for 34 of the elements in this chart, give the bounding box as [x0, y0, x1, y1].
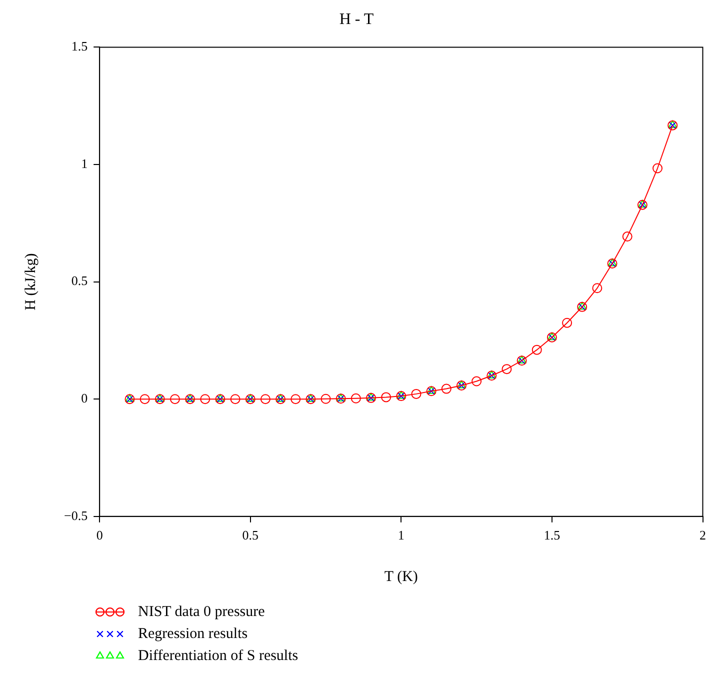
x-tick-label: 2	[700, 528, 706, 543]
legend-label: NIST data 0 pressure	[138, 604, 266, 620]
y-tick-label: 1.5	[71, 38, 88, 54]
legend-label: Differentiation of S results	[138, 648, 298, 664]
legend-label: Regression results	[138, 626, 248, 642]
point	[350, 393, 361, 404]
point	[562, 318, 572, 328]
point	[502, 364, 512, 374]
point	[230, 394, 240, 404]
point	[260, 394, 270, 404]
point	[592, 283, 602, 294]
point	[441, 384, 452, 394]
point	[140, 394, 150, 404]
y-tick-label: 0	[81, 390, 88, 406]
y-tick-label: 0.5	[71, 273, 88, 288]
x-axis-title: T (K)	[384, 568, 418, 585]
point	[472, 376, 482, 386]
point	[320, 394, 331, 404]
x-tick-label: 0	[96, 528, 103, 543]
point	[411, 388, 422, 399]
point	[200, 394, 210, 404]
y-axis-title: H (kJ/kg)	[22, 253, 39, 310]
x-tick-label: 1	[398, 528, 404, 543]
y-tick-label: −0.5	[64, 508, 88, 523]
point	[290, 394, 301, 404]
point	[170, 394, 180, 404]
chart-title: H - T	[339, 10, 374, 28]
point	[532, 344, 542, 355]
y-tick-label: 1	[81, 156, 88, 171]
point	[622, 232, 632, 242]
point	[381, 392, 392, 402]
point	[652, 163, 663, 174]
x-tick-label: 1.5	[544, 528, 560, 543]
x-tick-label: 0.5	[242, 528, 258, 543]
